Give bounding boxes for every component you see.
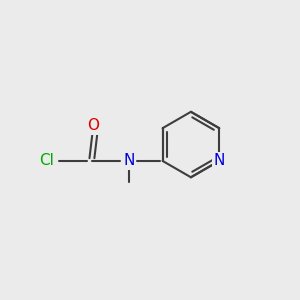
Text: O: O [87,118,99,133]
Text: Cl: Cl [40,153,54,168]
Text: N: N [123,153,134,168]
Text: N: N [214,153,225,168]
